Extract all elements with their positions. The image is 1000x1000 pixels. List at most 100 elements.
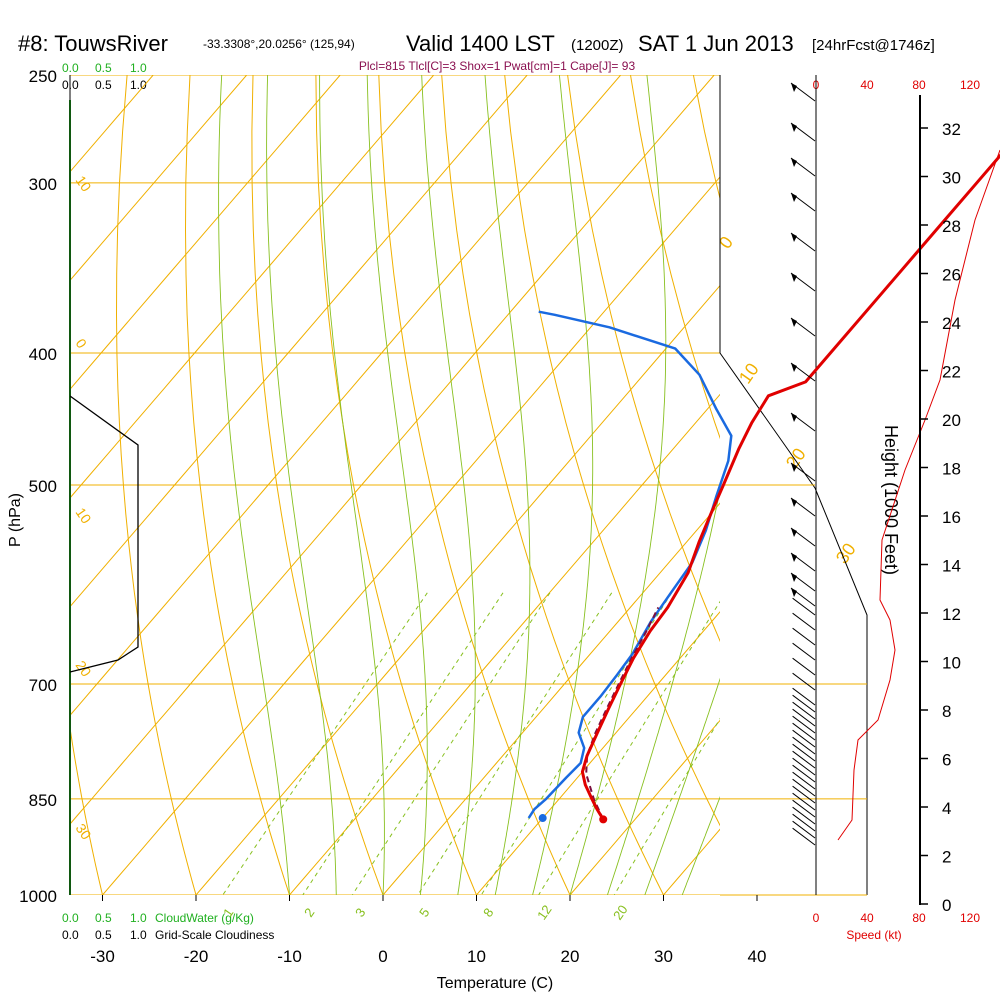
cloudwater-bottom-05: 0.5 [95, 911, 112, 925]
wind-barb [792, 694, 816, 713]
height-tick-label: 26 [942, 266, 961, 285]
wind-speed-profile [837, 149, 1000, 841]
height-tick-label: 14 [942, 557, 961, 576]
speed-tick-bottom-40: 40 [860, 911, 874, 925]
dry-adiabat-label: 10 [73, 173, 95, 195]
wind-barb-flag [791, 318, 797, 327]
wind-barb [792, 792, 816, 811]
cloud-profile [69, 100, 139, 895]
wind-barb [792, 820, 816, 839]
forecast-label: [24hrFcst@1746z] [812, 37, 935, 54]
wind-barb-flag [791, 588, 797, 597]
dry-adiabat-line [441, 75, 664, 895]
cloudwater-scale-1: 1.0 [130, 61, 147, 75]
mixing-ratio-line [417, 592, 613, 895]
speed-tick-top-80: 80 [912, 78, 926, 92]
wind-barb-flag [791, 498, 797, 507]
height-tick-label: 18 [942, 460, 961, 479]
moist-adiabat-line [569, 75, 667, 895]
cloudwater-bottom-0: 0.0 [62, 911, 79, 925]
wind-barb [792, 701, 816, 720]
date-label: SAT 1 Jun 2013 [638, 31, 794, 56]
height-tick-label: 16 [942, 508, 961, 527]
moist-adiabat-line [484, 75, 531, 895]
isotherm-line [851, 75, 1000, 895]
wind-barb [792, 813, 816, 832]
dry-adiabat-line [70, 724, 103, 895]
moist-adiabat-line [532, 75, 594, 895]
wind-barb-flag [791, 193, 797, 202]
wind-barb-flag [791, 233, 797, 242]
x-axis-label: Temperature (C) [437, 975, 553, 992]
dry-adiabat-line [945, 75, 1000, 895]
speed-tick-top-120: 120 [960, 78, 980, 92]
dry-adiabat-label: 0 [73, 336, 91, 352]
height-tick-label: 24 [942, 314, 961, 333]
surface-temperature-marker [599, 815, 608, 824]
isotherm-line [382, 502, 720, 895]
wind-barb [792, 827, 816, 846]
y-axis-label: P (hPa) [7, 493, 24, 547]
height-tick-label: 2 [942, 848, 951, 867]
wind-barb-flag [791, 158, 797, 167]
temperature-tick-label: -30 [90, 947, 115, 966]
dry-adiabat-line [567, 75, 720, 643]
height-tick-label: 22 [942, 363, 961, 382]
wind-barb-flag [791, 83, 797, 92]
wind-barb [792, 771, 816, 790]
station-title: #8: TouwsRiver [18, 31, 168, 56]
wind-barb [792, 743, 816, 762]
wind-barb [792, 799, 816, 818]
dry-adiabat-line [0, 75, 9, 895]
cloudwater-scale-05: 0.5 [95, 61, 112, 75]
speed-tick-bottom-0: 0 [813, 911, 820, 925]
mixing-ratio-line [538, 600, 720, 895]
wind-barb [792, 736, 816, 755]
moist-adiabat-line [319, 75, 385, 895]
dry-adiabat-line [819, 75, 1000, 895]
dry-adiabat-line [184, 75, 290, 895]
moist-adiabat-line [266, 75, 337, 895]
dry-adiabat-label: 10 [73, 505, 95, 527]
cloudwater-scale-0: 0.0 [62, 61, 79, 75]
mixing-ratio-label: 8 [480, 905, 496, 920]
dry-adiabat-line [378, 75, 571, 895]
isotherm-line [70, 75, 715, 825]
height-tick-label: 12 [942, 605, 961, 624]
zulu-time: (1200Z) [571, 37, 624, 54]
wind-barb-flag [791, 273, 797, 282]
wind-barb-flag [791, 463, 797, 472]
height-tick-label: 4 [942, 799, 951, 818]
pressure-tick-label: 400 [29, 345, 57, 364]
pressure-tick-label: 300 [29, 175, 57, 194]
isotherm-label: 0 [715, 233, 737, 253]
isotherm-line [70, 75, 435, 499]
cloudiness-bottom-0: 0.0 [62, 928, 79, 942]
panel-edge [719, 75, 816, 489]
mixing-ratio-line [613, 717, 720, 895]
wind-barb [792, 708, 816, 727]
wind-barb [792, 612, 816, 631]
pressure-tick-label: 1000 [19, 887, 57, 906]
dry-adiabat-line [504, 75, 720, 827]
temperature-tick-label: -10 [277, 947, 302, 966]
isotherm-label: 10 [735, 359, 763, 387]
mixing-ratio-label: 20 [610, 902, 631, 922]
temperature-tick-label: 30 [654, 947, 673, 966]
temperature-tick-label: -20 [184, 947, 209, 966]
isotherm-line [289, 393, 720, 895]
stability-indices: Plcl=815 Tlcl[C]=3 Shox=1 Pwat[cm]=1 Cap… [359, 59, 636, 73]
wind-barb [792, 657, 816, 676]
wind-barb [792, 672, 816, 691]
parcel-line [585, 606, 660, 820]
wind-barb [792, 750, 816, 769]
wind-barb [792, 729, 816, 748]
speed-tick-top-40: 40 [860, 78, 874, 92]
height-tick-label: 32 [942, 120, 961, 139]
wind-barb [792, 778, 816, 797]
temperature-line [580, 153, 1000, 821]
isotherm-line [102, 176, 720, 895]
mixing-ratio-line [302, 592, 504, 895]
cloudiness-scale-1: 1.0 [130, 78, 147, 92]
